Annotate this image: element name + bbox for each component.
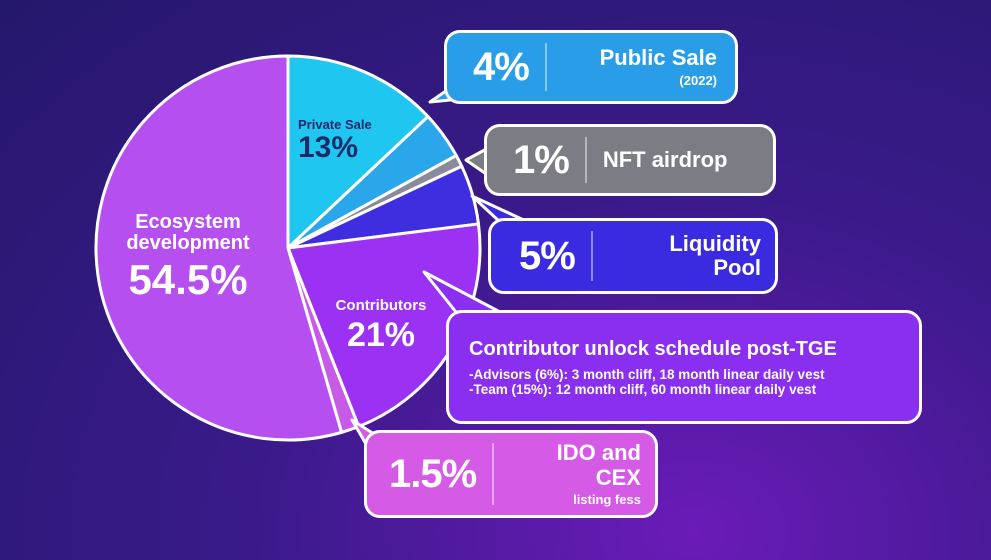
public-sale-callout: 4% Public Sale (2022)	[444, 30, 738, 104]
contributors-name: Contributors	[335, 297, 427, 314]
liquidity-divider	[590, 231, 593, 281]
contributors-pct: 21%	[346, 315, 416, 354]
liquidity-pct: 5%	[519, 233, 576, 278]
contributors-label: Contributors 21%	[322, 298, 440, 353]
nft-airdrop-pct: 1%	[513, 137, 570, 182]
ido-divider	[492, 443, 495, 505]
ido-title: IDO and CEX	[556, 440, 641, 490]
public-sale-pct: 4%	[473, 44, 530, 89]
private-sale-pct: 13%	[298, 130, 359, 164]
nft-airdrop-title: NFT airdrop	[602, 146, 728, 172]
ido-sub: listing fess	[573, 491, 641, 507]
ecosystem-label: Ecosystem development 54.5%	[118, 212, 258, 302]
nft-airdrop-callout: 1% NFT airdrop	[484, 124, 776, 196]
contributor-schedule-title: Contributor unlock schedule post-TGE	[469, 337, 837, 360]
public-sale-divider	[544, 43, 547, 91]
contributor-schedule-line2: -Team (15%): 12 month cliff, 60 month li…	[469, 381, 817, 397]
private-sale-name: Private Sale	[298, 117, 372, 132]
ecosystem-name-line2: development	[126, 232, 250, 254]
liquidity-title-line2: Pool	[713, 255, 761, 280]
liquidity-callout: 5% Liquidity Pool	[488, 218, 778, 294]
pie-slice-private-sale	[286, 54, 430, 250]
private-sale-label: Private Sale 13%	[298, 118, 372, 163]
public-sale-title: Public Sale	[599, 45, 717, 71]
contributor-schedule-line1: -Advisors (6%): 3 month cliff, 18 month …	[469, 366, 825, 382]
ido-callout: 1.5% IDO and CEX listing fess	[364, 430, 658, 518]
public-sale-sub: (2022)	[679, 72, 717, 88]
contributor-schedule-callout: Contributor unlock schedule post-TGE -Ad…	[446, 310, 922, 424]
liquidity-title-line1: Liquidity	[669, 230, 761, 256]
pie-slice-ecosystem-development	[94, 54, 344, 442]
ido-pct: 1.5%	[389, 451, 477, 496]
nft-airdrop-divider	[584, 137, 587, 183]
ecosystem-pct: 54.5%	[128, 256, 248, 303]
ecosystem-name-line1: Ecosystem	[135, 211, 241, 233]
